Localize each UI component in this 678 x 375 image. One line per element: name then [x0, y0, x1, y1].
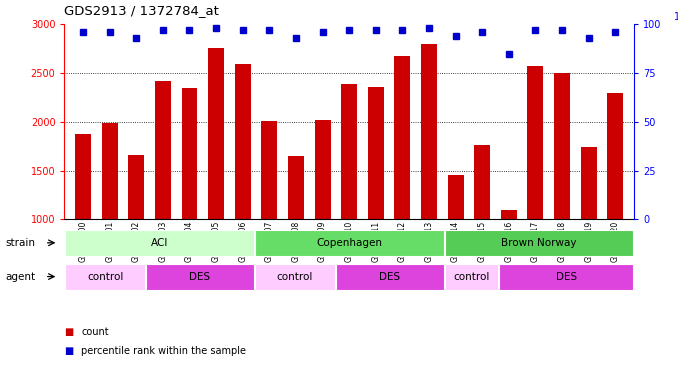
- Bar: [155, 81, 171, 219]
- Text: Copenhagen: Copenhagen: [316, 238, 382, 248]
- Bar: [445, 264, 498, 290]
- Bar: [315, 120, 331, 219]
- Bar: [182, 88, 197, 219]
- Bar: [65, 264, 145, 290]
- Bar: [501, 210, 517, 219]
- Bar: [554, 73, 570, 219]
- Text: ■: ■: [64, 327, 74, 337]
- Bar: [421, 44, 437, 219]
- Bar: [445, 230, 633, 256]
- Text: DES: DES: [189, 272, 211, 282]
- Text: strain: strain: [5, 238, 35, 248]
- Text: count: count: [81, 327, 109, 337]
- Text: 100%: 100%: [674, 12, 678, 22]
- Bar: [102, 123, 118, 219]
- Text: control: control: [87, 272, 123, 282]
- Bar: [288, 156, 304, 219]
- Bar: [527, 66, 544, 219]
- Bar: [146, 264, 254, 290]
- Bar: [65, 230, 254, 256]
- Text: ■: ■: [64, 346, 74, 355]
- Text: agent: agent: [5, 272, 35, 282]
- Bar: [75, 134, 91, 219]
- Bar: [395, 56, 410, 219]
- Bar: [128, 155, 144, 219]
- Bar: [447, 174, 464, 219]
- Bar: [499, 264, 633, 290]
- Text: control: control: [453, 272, 490, 282]
- Bar: [367, 87, 384, 219]
- Bar: [336, 264, 443, 290]
- Bar: [255, 264, 335, 290]
- Text: percentile rank within the sample: percentile rank within the sample: [81, 346, 246, 355]
- Bar: [341, 84, 357, 219]
- Bar: [607, 93, 623, 219]
- Text: control: control: [277, 272, 313, 282]
- Text: GDS2913 / 1372784_at: GDS2913 / 1372784_at: [64, 4, 219, 17]
- Bar: [474, 145, 490, 219]
- Bar: [580, 147, 597, 219]
- Text: DES: DES: [555, 272, 577, 282]
- Text: ACI: ACI: [151, 238, 168, 248]
- Text: Brown Norway: Brown Norway: [501, 238, 577, 248]
- Bar: [235, 64, 251, 219]
- Bar: [261, 121, 277, 219]
- Bar: [208, 48, 224, 219]
- Text: DES: DES: [379, 272, 401, 282]
- Bar: [255, 230, 443, 256]
